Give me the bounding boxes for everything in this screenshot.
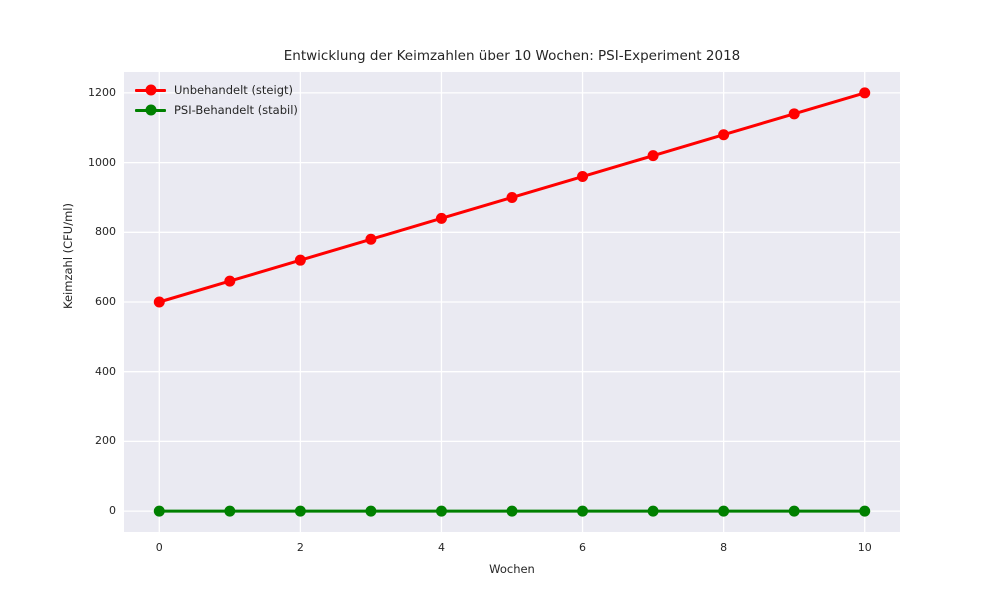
data-point-marker xyxy=(506,505,518,517)
legend-marker-icon xyxy=(145,84,156,96)
legend-line-swatch xyxy=(135,84,166,96)
x-tick-label: 8 xyxy=(720,541,728,554)
x-axis-label: Wochen xyxy=(489,562,535,576)
data-point-marker xyxy=(718,129,730,141)
y-tick-label: 600 xyxy=(95,295,116,308)
data-point-marker xyxy=(718,505,730,517)
data-point-marker xyxy=(577,171,589,183)
plot-area: Unbehandelt (steigt) PSI-Behandelt (stabi… xyxy=(124,72,900,532)
data-point-marker xyxy=(153,505,165,517)
chart-title: Entwicklung der Keimzahlen über 10 Woche… xyxy=(283,48,741,64)
y-tick-label: 400 xyxy=(95,364,116,378)
y-tick-label: 200 xyxy=(95,434,116,448)
y-tick-label: 1200 xyxy=(88,85,116,99)
data-point-marker xyxy=(294,505,306,517)
y-tick-label: 1000 xyxy=(88,155,116,169)
data-point-marker xyxy=(224,505,236,517)
data-point-marker xyxy=(647,150,659,162)
data-point-marker xyxy=(294,254,306,266)
x-tick-label: 2 xyxy=(296,541,304,554)
data-point-marker xyxy=(435,212,447,224)
x-tick-label: 6 xyxy=(579,541,587,554)
data-point-marker xyxy=(153,296,165,308)
data-point-marker xyxy=(506,191,518,203)
y-tick-label: 800 xyxy=(95,225,116,239)
legend-label: Unbehandelt (steigt) xyxy=(174,83,293,97)
data-point-marker xyxy=(365,505,377,517)
plot-svg xyxy=(124,72,900,532)
data-point-marker xyxy=(577,505,589,517)
legend-line-swatch xyxy=(135,104,166,116)
data-point-marker xyxy=(224,275,236,287)
legend-item: Unbehandelt (steigt) xyxy=(135,83,298,97)
legend-item: PSI-Behandelt (stabil) xyxy=(135,103,298,117)
legend: Unbehandelt (steigt) PSI-Behandelt (stabi… xyxy=(135,83,298,117)
x-tick-label: 4 xyxy=(437,541,445,554)
data-point-marker xyxy=(788,505,800,517)
data-point-marker xyxy=(859,505,871,517)
data-point-marker xyxy=(859,87,871,99)
x-tick-label: 10 xyxy=(857,541,872,554)
y-tick-label: 0 xyxy=(109,504,116,518)
legend-label: PSI-Behandelt (stabil) xyxy=(174,103,298,117)
x-tick-label: 0 xyxy=(155,541,163,554)
data-point-marker xyxy=(647,505,659,517)
data-point-marker xyxy=(788,108,800,120)
legend-marker-icon xyxy=(145,104,156,116)
data-point-marker xyxy=(365,233,377,245)
data-point-marker xyxy=(435,505,447,517)
